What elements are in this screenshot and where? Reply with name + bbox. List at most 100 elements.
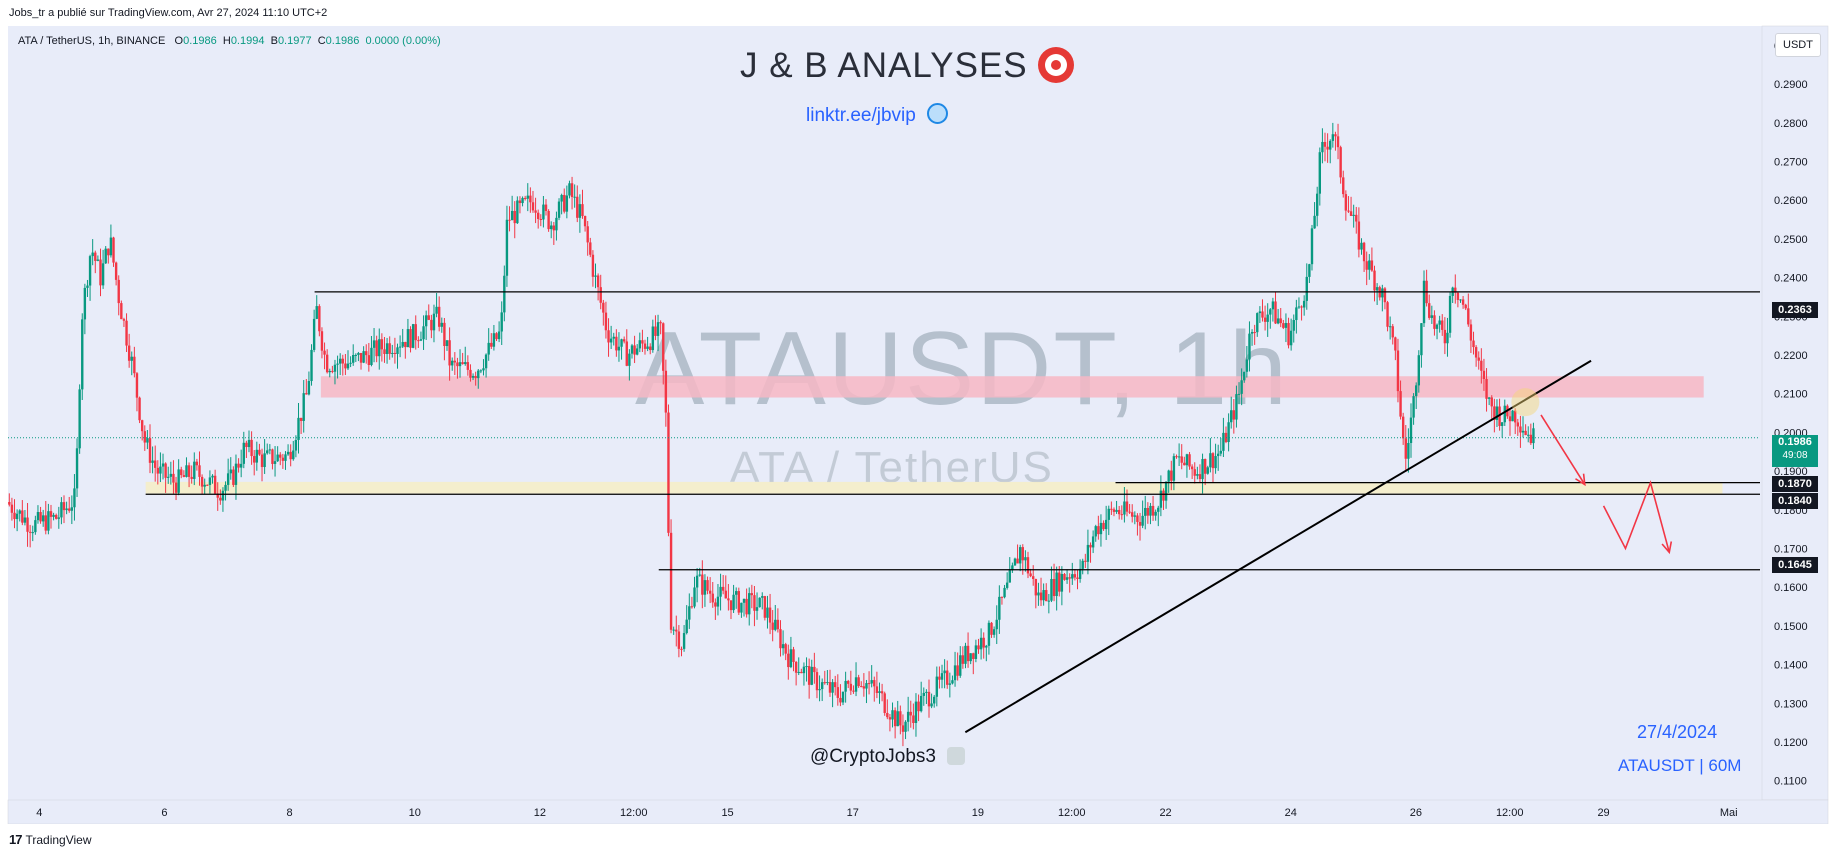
candle-body (151, 460, 154, 463)
candle-body (451, 360, 454, 366)
candle-body (774, 619, 777, 630)
candle-body (430, 319, 433, 331)
candle-body (1032, 576, 1035, 580)
candle-body (1125, 501, 1129, 512)
candle-body (1222, 432, 1225, 451)
candle-body (888, 717, 892, 720)
candle-body (159, 466, 162, 474)
candle-body (81, 319, 84, 390)
price-tick-label: 0.1900 (1774, 466, 1808, 478)
candle-body (651, 326, 655, 351)
candle-body (1355, 214, 1358, 222)
candle-body (114, 262, 118, 280)
published-info: Jobs_tr a publié sur TradingView.com, Av… (9, 7, 328, 19)
candle-body (935, 676, 939, 697)
ohlc-legend: ATA / TetherUS, 1h, BINANCE O0.1986 H0.1… (18, 35, 441, 47)
candle-body (200, 476, 204, 487)
candle-body (933, 696, 936, 704)
candle-body (36, 512, 40, 521)
time-tick-label: 26 (1410, 807, 1422, 819)
candle-body (1112, 509, 1116, 512)
candle-body (1000, 596, 1004, 598)
tradingview-logo[interactable]: 17 TradingView (9, 832, 92, 847)
candle-body (516, 200, 519, 224)
candle-body (761, 596, 764, 598)
globe-icon (927, 103, 949, 124)
date-stamp: 27/4/2024 (1637, 722, 1718, 742)
candle-body (62, 502, 66, 511)
candle-body (237, 463, 240, 468)
candle-body (513, 210, 516, 224)
candle-body (1438, 320, 1441, 325)
bottom-bar (0, 824, 1835, 857)
candle-body (258, 449, 261, 455)
candle-body (1342, 177, 1345, 195)
candle-body (529, 195, 532, 203)
candle-body (1313, 215, 1316, 229)
candle-body (1495, 406, 1499, 420)
candle-body (469, 369, 472, 378)
candle-body (985, 645, 988, 648)
candle-body (229, 469, 232, 474)
candle-body (338, 358, 342, 364)
candle-body (1078, 568, 1082, 579)
price-tick-label: 0.2100 (1774, 389, 1808, 401)
candle-body (1511, 410, 1514, 422)
brand-link-text[interactable]: linktr.ee/jbvip (806, 105, 916, 126)
candle-body (565, 195, 569, 212)
candle-body (1472, 340, 1475, 348)
candle-body (779, 629, 782, 649)
candle-body (974, 645, 978, 659)
candle-body (26, 517, 29, 532)
price-tick-label: 0.1600 (1774, 582, 1808, 594)
candle-body (281, 457, 285, 461)
candle-body (630, 345, 634, 354)
candle-countdown: 49:08 (1782, 450, 1808, 461)
candle-body (417, 340, 420, 342)
candle-body (333, 364, 337, 372)
candle-body (776, 619, 780, 630)
candle-body (1315, 193, 1319, 216)
candle-body (1071, 574, 1074, 579)
legend-symbol: ATA / TetherUS, 1h, BINANCE (18, 35, 166, 47)
candle-body (578, 204, 582, 218)
candle-body (886, 712, 889, 718)
candle-body (1011, 565, 1014, 571)
candle-body (1248, 333, 1251, 360)
chart-area[interactable] (8, 26, 1828, 824)
candle-body (1162, 490, 1165, 501)
brand-link[interactable]: linktr.ee/jbvip (806, 103, 949, 127)
candle-body (385, 343, 389, 354)
candle-body (1331, 134, 1335, 141)
candle-body (1276, 318, 1280, 324)
candle-body (1047, 600, 1051, 602)
time-tick-label: 24 (1285, 807, 1297, 819)
candle-body (555, 217, 558, 231)
tradingview-logo-text[interactable]: TradingView (25, 832, 92, 847)
candle-body (834, 682, 837, 688)
candle-body (979, 637, 983, 650)
price-tick-label: 0.2800 (1774, 118, 1808, 130)
candle-body (1146, 507, 1150, 516)
candle-body (992, 629, 996, 635)
candle-body (964, 645, 967, 664)
candle-body (1375, 287, 1379, 291)
candle-body (120, 303, 123, 320)
candle-body (862, 686, 866, 689)
candle-body (1141, 515, 1144, 526)
candle-body (140, 420, 144, 432)
candle-body (266, 450, 269, 454)
candle-body (1230, 410, 1233, 423)
candle-body (318, 306, 321, 332)
candle-body (135, 373, 139, 398)
candle-body (336, 363, 339, 365)
candle-body (1037, 592, 1040, 596)
candle-body (284, 454, 287, 461)
arrow-head-0 (1575, 473, 1586, 487)
currency-button[interactable]: USDT (1775, 33, 1821, 57)
candle-body (57, 517, 61, 519)
candle-body (21, 510, 24, 523)
candle-body (1063, 574, 1066, 580)
candle-body (388, 343, 391, 354)
